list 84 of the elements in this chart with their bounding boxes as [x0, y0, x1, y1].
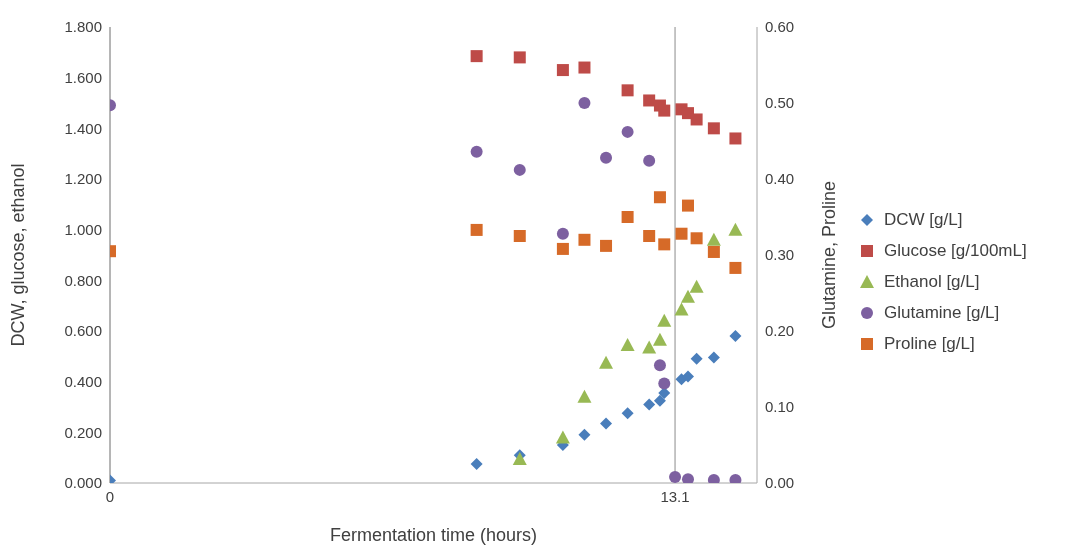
- y-tick-label: 1.000: [64, 220, 102, 238]
- point: [577, 389, 592, 403]
- point: [556, 242, 569, 255]
- point: [470, 458, 483, 470]
- point: [470, 223, 483, 236]
- point: [621, 84, 634, 97]
- legend-label: Proline [g/L]: [884, 333, 975, 354]
- point: [658, 377, 671, 390]
- y-tick-label: 0.600: [64, 322, 102, 340]
- point: [653, 394, 666, 407]
- point: [513, 230, 526, 242]
- point: [620, 337, 635, 351]
- legend-label: DCW [g/L]: [884, 209, 963, 230]
- point: [600, 417, 613, 430]
- point: [728, 222, 743, 236]
- x-axis-title: Fermentation time (hours): [329, 525, 538, 545]
- point: [513, 51, 526, 64]
- y-tick-label: 1.200: [64, 170, 102, 188]
- point: [621, 125, 634, 138]
- point: [729, 132, 742, 145]
- point: [578, 97, 591, 109]
- y-tick-label: 1.400: [64, 119, 102, 137]
- point: [643, 154, 656, 167]
- y2-tick-label: 0.60: [765, 18, 795, 36]
- point: [707, 351, 720, 364]
- point: [729, 330, 742, 343]
- point: [669, 470, 682, 483]
- point: [680, 289, 695, 303]
- point: [555, 430, 570, 444]
- point: [578, 61, 591, 74]
- point: [621, 211, 634, 223]
- y2-tick-label: 0.50: [765, 94, 795, 112]
- legend-label: Glucose [g/100mL]: [884, 240, 1027, 261]
- point: [643, 398, 656, 411]
- point: [657, 313, 672, 327]
- point: [643, 230, 656, 242]
- point: [578, 233, 591, 246]
- point: [690, 352, 703, 365]
- point: [689, 279, 704, 293]
- y2-tick-label: 0.30: [765, 246, 795, 264]
- point: [690, 113, 703, 126]
- y2-axis-title: Glutamine, Proline: [819, 180, 840, 330]
- point: [470, 145, 483, 158]
- point: [600, 151, 613, 164]
- y2-tick-label: 0.10: [765, 398, 795, 416]
- y-tick-label: 0.800: [64, 271, 102, 289]
- point: [578, 428, 591, 441]
- y-tick-label: 0.000: [64, 474, 102, 492]
- point: [653, 191, 666, 204]
- x-tick-label: 13.1: [660, 487, 690, 505]
- point: [556, 64, 569, 77]
- point: [513, 163, 526, 176]
- y-tick-label: 0.400: [64, 372, 102, 390]
- point: [675, 227, 688, 240]
- point: [658, 238, 671, 251]
- point: [690, 232, 703, 245]
- point: [600, 239, 613, 252]
- point: [706, 232, 721, 246]
- point: [642, 340, 657, 354]
- y-tick-label: 1.600: [64, 68, 102, 86]
- point: [681, 199, 694, 212]
- legend-label: Glutamine [g/L]: [884, 302, 1000, 323]
- point: [707, 473, 720, 483]
- point: [729, 473, 742, 483]
- point: [652, 332, 667, 346]
- point: [707, 122, 720, 135]
- point: [653, 359, 666, 372]
- point: [621, 407, 634, 420]
- y-tick-label: 0.200: [64, 423, 102, 441]
- point: [707, 245, 720, 258]
- point: [674, 302, 689, 316]
- y2-tick-label: 0.40: [765, 170, 795, 188]
- point: [681, 473, 694, 483]
- y2-tick-label: 0.20: [765, 322, 795, 340]
- legend-label: Ethanol [g/L]: [884, 271, 980, 292]
- point: [599, 355, 614, 369]
- point: [556, 227, 569, 240]
- x-tick-label: 0: [105, 487, 115, 505]
- point: [643, 94, 656, 107]
- point: [470, 50, 483, 63]
- y2-tick-label: 0.00: [765, 474, 795, 492]
- y-axis-title: DCW, glucose, ethanol: [8, 163, 29, 347]
- y-tick-label: 1.800: [64, 18, 102, 36]
- point: [729, 261, 742, 274]
